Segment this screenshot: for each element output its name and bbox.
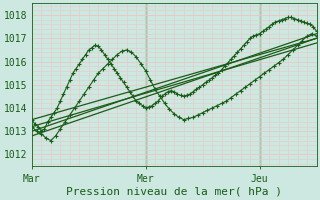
X-axis label: Pression niveau de la mer( hPa ): Pression niveau de la mer( hPa ) xyxy=(66,187,282,197)
